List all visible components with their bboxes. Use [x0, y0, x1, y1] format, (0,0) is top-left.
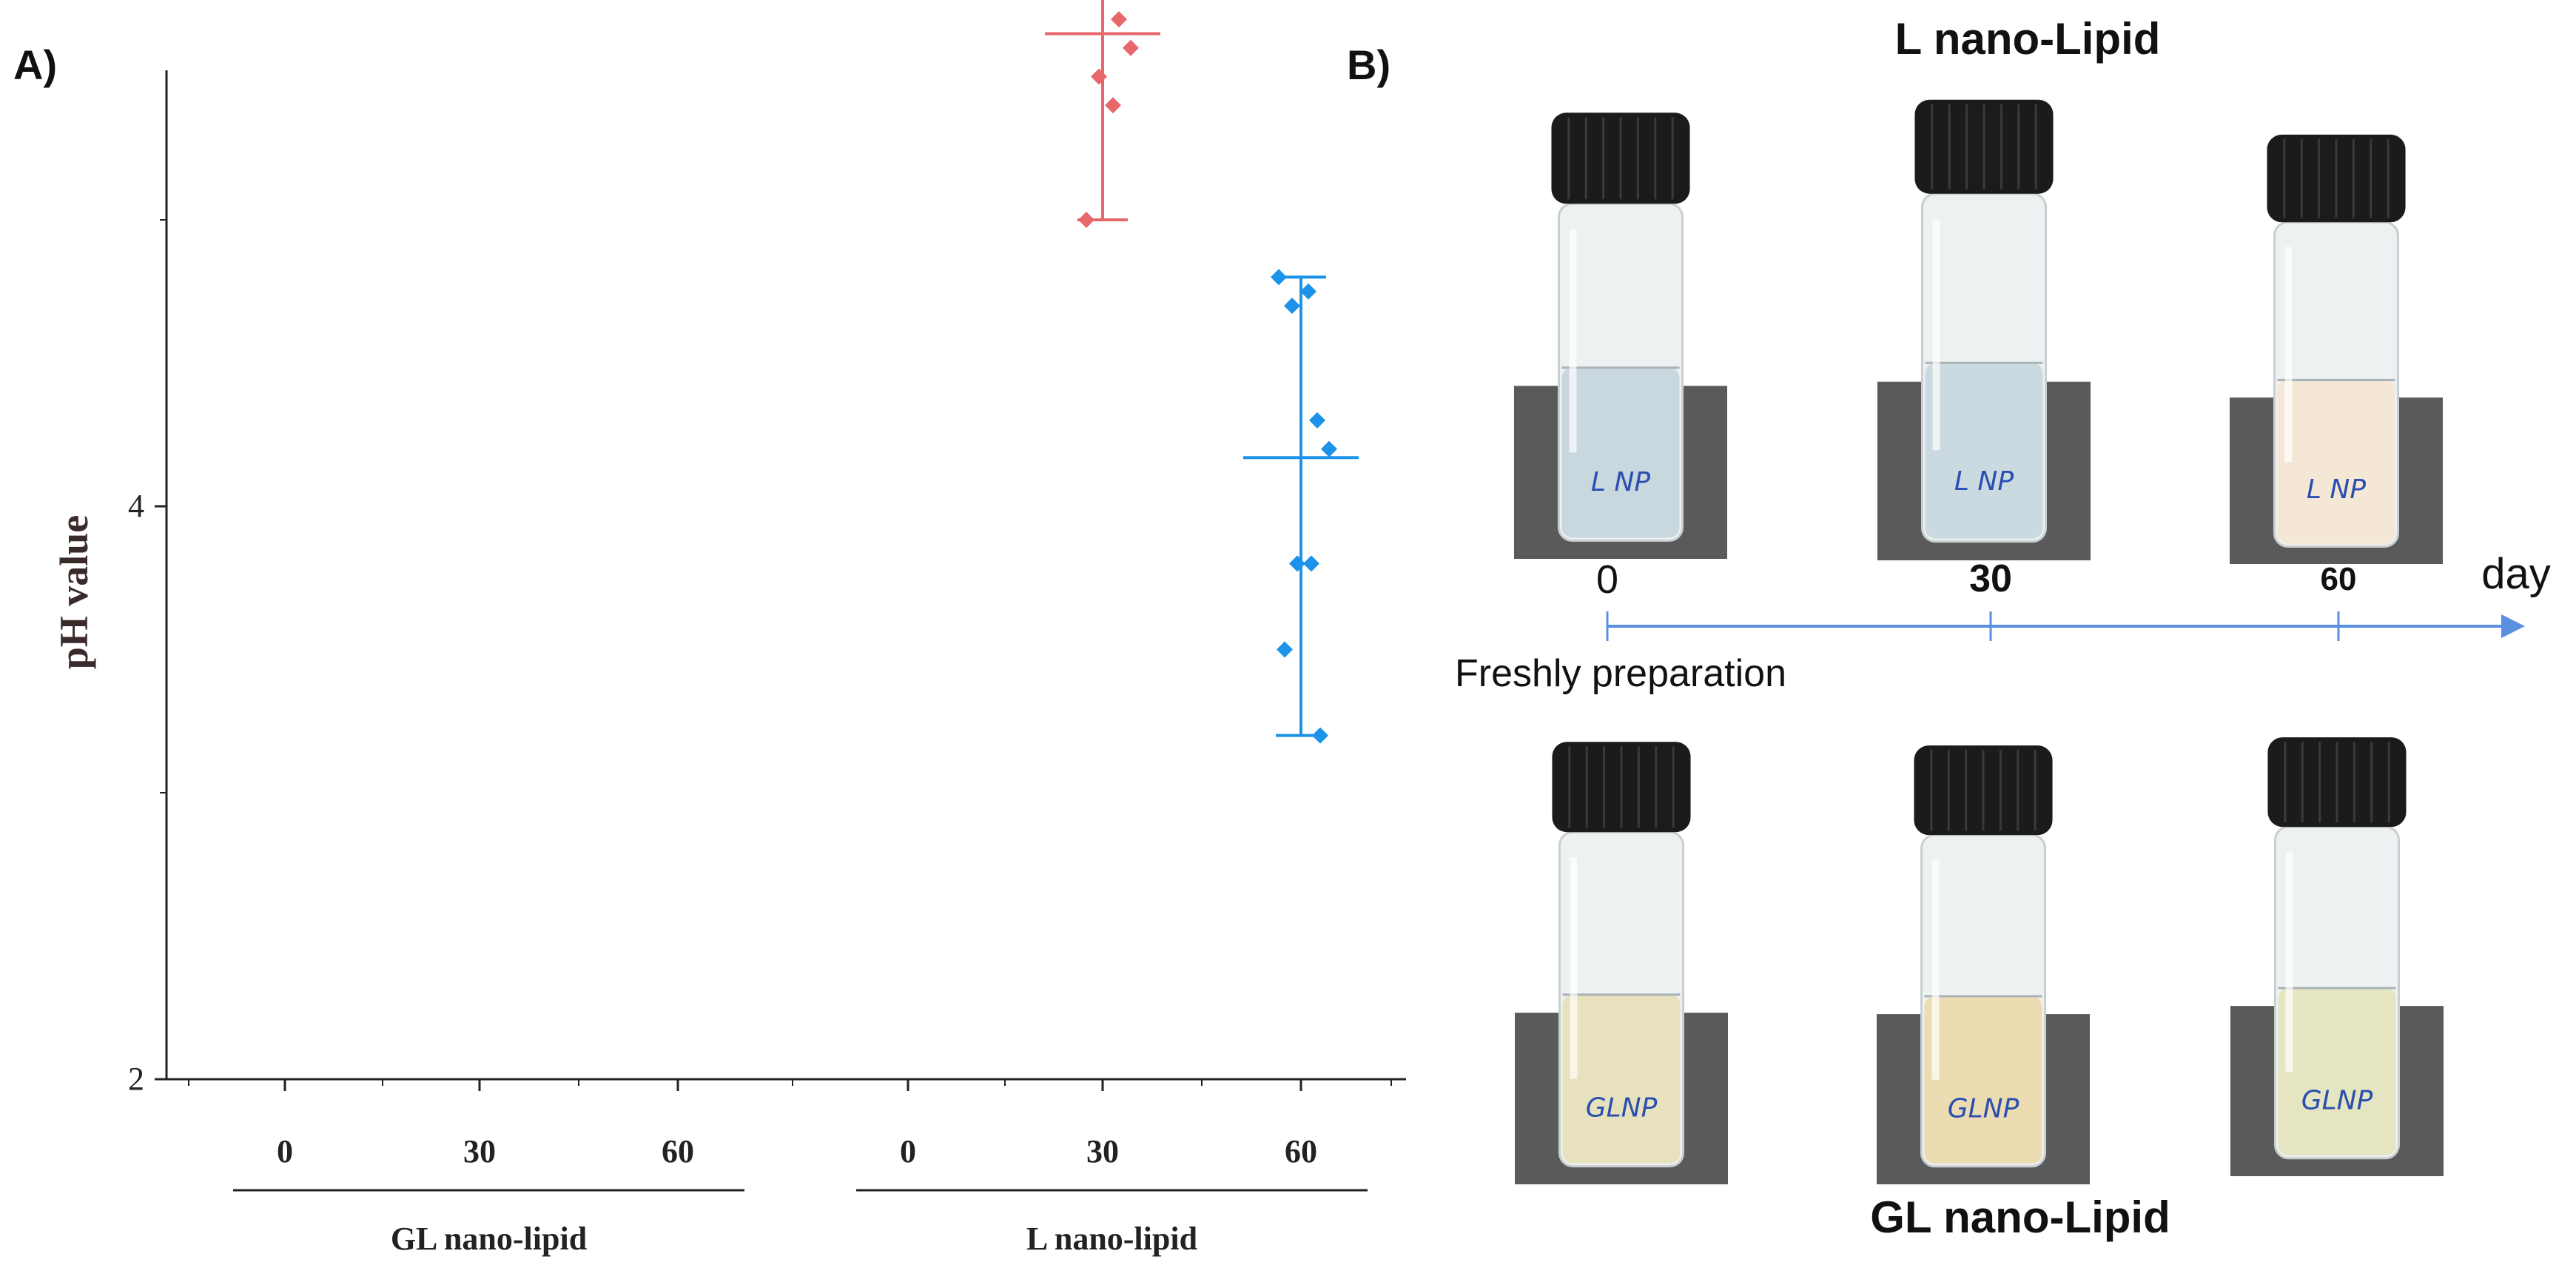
x-tick-label: 60: [1285, 1133, 1317, 1170]
series-L-nano-lipid-30: [1045, 0, 1160, 228]
top-vial-day-60: L NP: [2230, 126, 2443, 564]
x-tick-label: 0: [900, 1133, 916, 1170]
glass-highlight: [1931, 860, 1940, 1080]
data-point: [1300, 283, 1316, 300]
bottom-vial-day-30: GLNP: [1877, 736, 2090, 1184]
group-label: L nano-lipid: [1026, 1221, 1197, 1257]
top-vial-day-0: L NP: [1514, 104, 1727, 559]
data-point: [1111, 11, 1127, 28]
data-point: [1303, 555, 1319, 572]
data-point: [1078, 212, 1094, 228]
panel-b-top-title: L nano-Lipid: [1894, 14, 2161, 64]
data-point: [1309, 412, 1325, 429]
timeline-start-caption: Freshly preparation: [1455, 652, 1786, 695]
vial-label-text: L NP: [1954, 466, 2014, 497]
data-point: [1284, 298, 1300, 315]
glass-highlight: [1932, 220, 1940, 451]
data-point: [1312, 727, 1328, 744]
bottom-vial-day-0: GLNP: [1515, 733, 1728, 1184]
timeline-label-30: 30: [1969, 557, 2012, 600]
panel-b-bottom-title: GL nano-Lipid: [1870, 1192, 2170, 1242]
vial-label-text: GLNP: [1948, 1093, 2020, 1124]
x-tick-label: 0: [277, 1133, 293, 1170]
vial-liquid: [2277, 380, 2395, 544]
data-point: [1321, 440, 1337, 457]
y-tick-label: 4: [128, 488, 144, 524]
series-L-nano-lipid-60: [1243, 269, 1359, 744]
glass-highlight: [2285, 852, 2293, 1072]
data-point: [1277, 641, 1293, 658]
data-point: [1105, 97, 1121, 114]
y-tick-label: 2: [128, 1061, 144, 1097]
vial-liquid: [1924, 996, 2042, 1164]
top-vial-day-30: L NP: [1877, 90, 2091, 560]
vial-label-text: L NP: [1591, 467, 1650, 497]
data-point: [1123, 39, 1139, 56]
vial-liquid: [2278, 987, 2396, 1155]
group-label: GL nano-lipid: [391, 1221, 587, 1257]
data-point: [1289, 555, 1305, 572]
glass-highlight: [1569, 229, 1577, 453]
vial-liquid: [1562, 994, 1681, 1164]
data-point: [1091, 68, 1107, 85]
panel-b-label: B): [1347, 41, 1391, 88]
chart-marks: [1045, 0, 1359, 744]
glass-highlight: [1570, 857, 1578, 1079]
chart-axes: [155, 70, 1406, 1192]
timeline-label-60: 60: [2320, 561, 2357, 597]
timeline-arrowhead: [2501, 614, 2525, 638]
panel-a-label: A): [13, 41, 58, 88]
vial-liquid: [1925, 363, 2043, 539]
vial-liquid: [1561, 367, 1680, 538]
x-tick-label: 30: [1086, 1133, 1119, 1170]
data-point: [1271, 269, 1287, 286]
glass-highlight: [2284, 246, 2293, 462]
vial-label-text: GLNP: [2301, 1085, 2373, 1115]
x-tick-label: 60: [662, 1133, 694, 1170]
timeline-unit: day: [2481, 550, 2551, 598]
bottom-vial-day-60: GLNP: [2230, 728, 2444, 1176]
vial-label-text: L NP: [2307, 474, 2366, 505]
vial-label-text: GLNP: [1586, 1093, 1658, 1124]
y-axis-label: pH value: [52, 515, 96, 670]
x-tick-label: 30: [463, 1133, 496, 1170]
timeline-label-0: 0: [1595, 557, 1619, 602]
